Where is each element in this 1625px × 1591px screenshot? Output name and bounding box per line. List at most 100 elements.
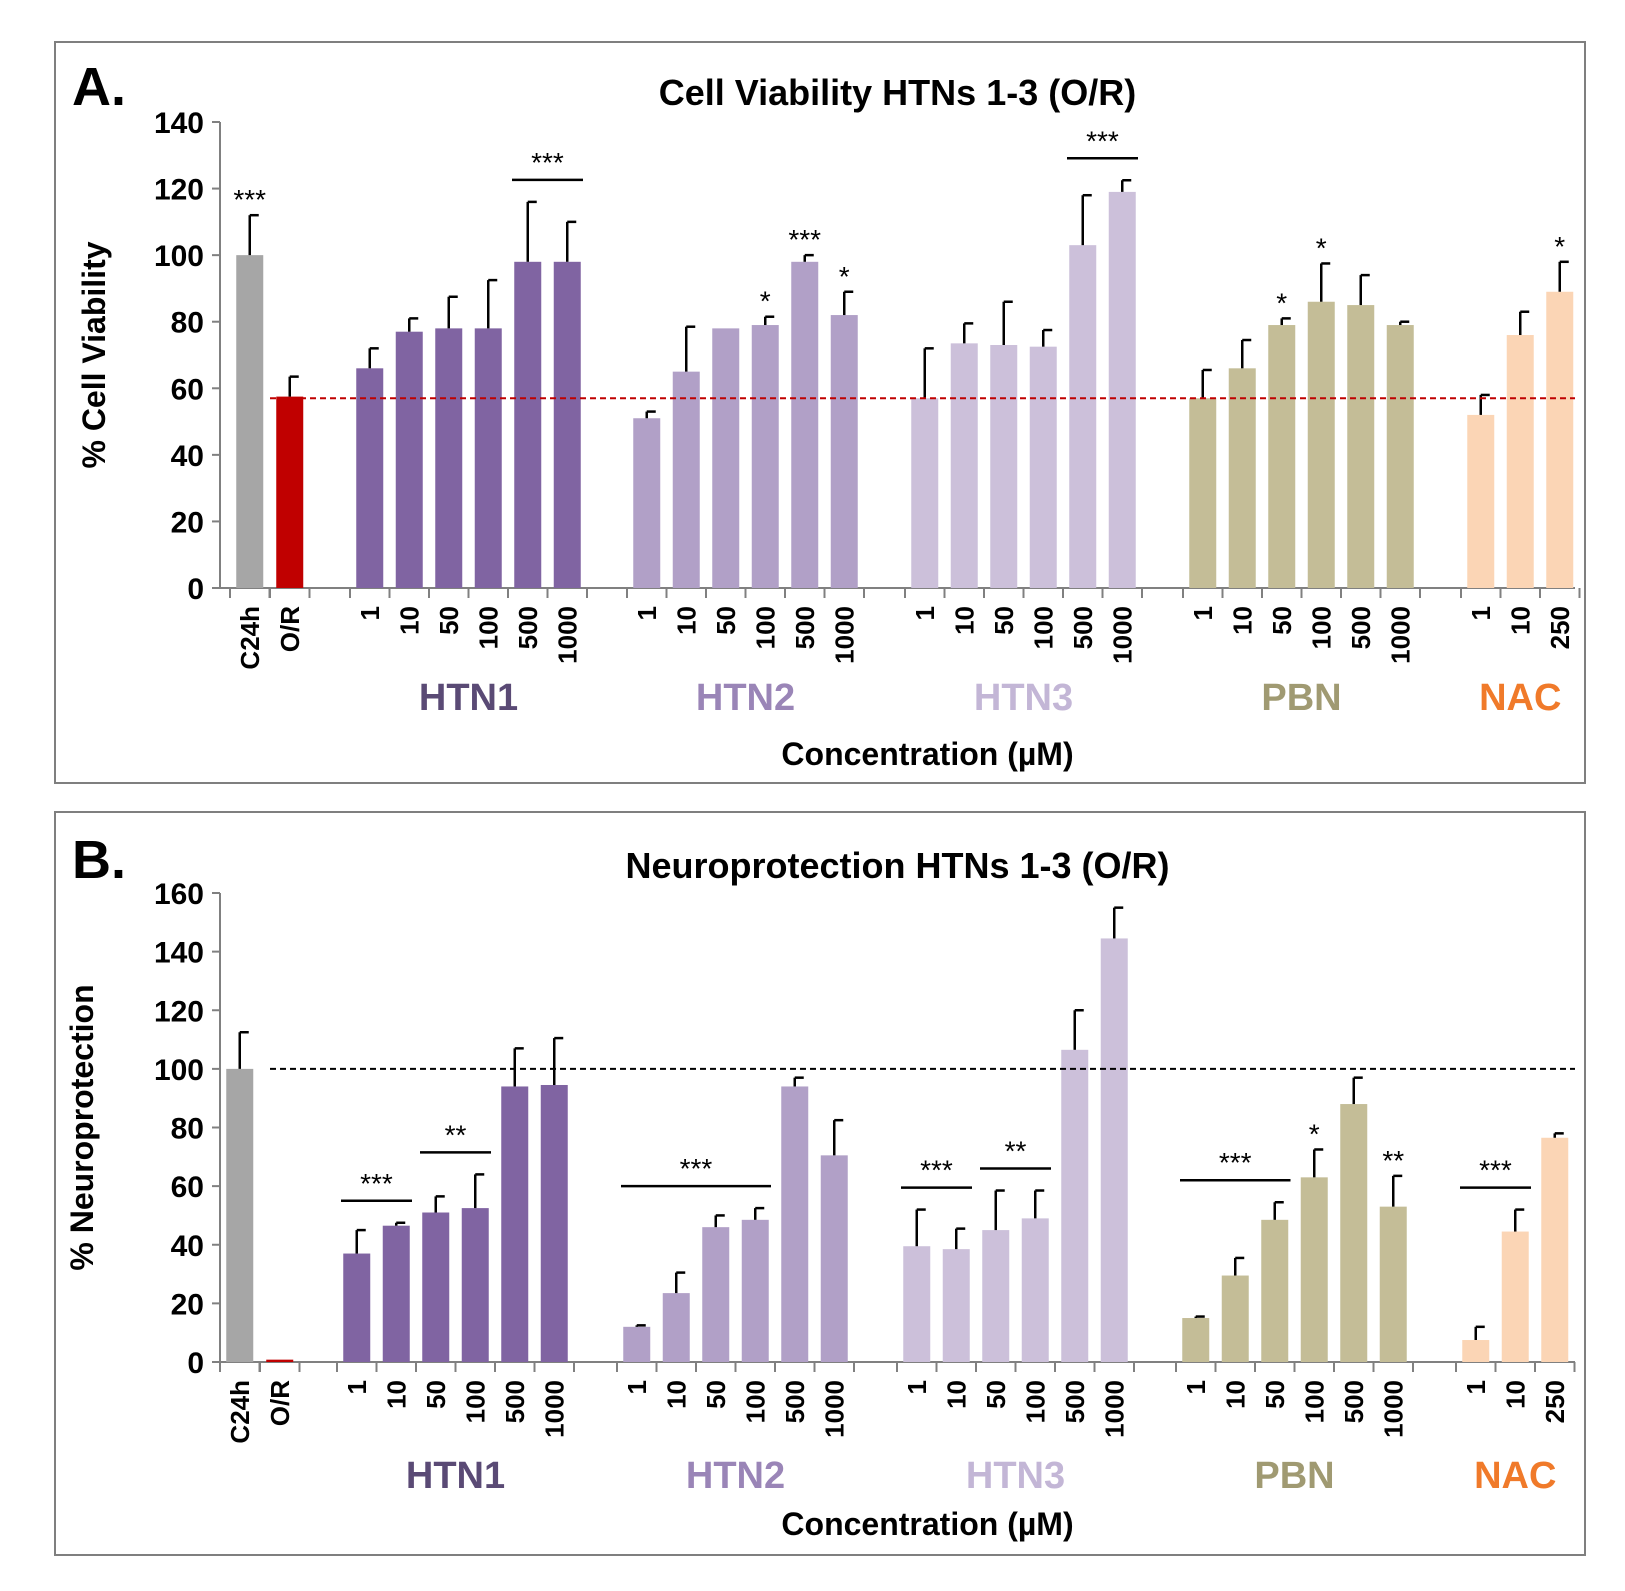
y-tick-label: 80 [171,1113,204,1146]
x-tick-label: 100 [460,1380,490,1423]
bar-htn3-1 [903,1246,931,1362]
x-tick-label: 10 [381,1380,411,1409]
bracket-label: *** [1479,1155,1512,1186]
x-tick-label: 50 [981,1380,1011,1409]
bar-pbn-50 [1261,1219,1289,1362]
x-tick-label: C24h [225,1380,255,1444]
bracket-label: *** [920,1155,953,1186]
x-tick-label: 10 [949,606,979,635]
x-tick-label: 100 [1020,1380,1050,1423]
y-tick-label: 140 [154,937,204,970]
x-tick-label: 50 [711,606,741,635]
x-tick-label: 1000 [1385,606,1415,664]
bar-htn1-10 [382,1225,410,1362]
bar-htn3-100 [1021,1218,1049,1362]
y-tick-label: 100 [154,1054,204,1087]
x-axis-title: Concentration (µM) [781,1506,1073,1542]
x-tick-label: 500 [790,606,820,649]
y-tick-label: 0 [187,573,204,606]
y-tick-label: 60 [171,1171,204,1204]
panel-a: A. Cell Viability HTNs 1-3 (O/R) 0 20 40 60 80… [54,41,1586,784]
bar-pbn-1000 [1386,325,1414,588]
bar-nac-10 [1501,1231,1529,1362]
bar-pbn-1000 [1379,1206,1407,1362]
x-tick-label: 1 [622,1380,652,1394]
x-tick-label: 500 [780,1380,810,1423]
bar-htn2-10 [662,1293,690,1362]
bar-htn1-1000 [540,1084,568,1362]
bar-htn3-50 [990,345,1018,588]
group-label-htn3: HTN3 [966,1455,1065,1497]
bar-htn2-100 [741,1219,769,1362]
x-tick-label: 100 [740,1380,770,1423]
group-label-htn2: HTN2 [686,1455,785,1497]
y-axis-title: % Neuroprotection [64,984,100,1270]
x-tick-label: 1000 [1378,1380,1408,1438]
bar-htn3-1000 [1100,938,1128,1362]
chart-title: Cell Viability HTNs 1-3 (O/R) [659,72,1136,113]
x-tick-label: 10 [941,1380,971,1409]
x-tick-label: 1 [902,1380,932,1394]
significance-label: * [760,286,771,317]
bar-c24h-c24h [236,255,264,588]
bracket-label: *** [680,1153,713,1184]
bracket-label: *** [360,1168,393,1199]
x-tick-label: 100 [750,606,780,649]
bar-htn2-50 [712,328,740,588]
x-tick-label: 500 [1339,1380,1369,1423]
x-tick-label: 250 [1540,1380,1570,1423]
y-tick-label: 160 [154,878,204,911]
group-label-htn1: HTN1 [406,1455,505,1497]
x-tick-label: 500 [513,606,543,649]
y-axis-title: % Cell Viability [76,241,112,468]
group-label-pbn: PBN [1254,1455,1334,1497]
bar-htn2-1000 [820,1155,848,1362]
bracket-label: ** [445,1119,467,1150]
group-label-nac: NAC [1474,1455,1556,1497]
x-tick-label: 50 [989,606,1019,635]
x-tick-label: 50 [421,1380,451,1409]
bar-htn3-1000 [1108,191,1136,588]
bar-pbn-1 [1182,1318,1210,1362]
x-tick-label: 500 [1060,1380,1090,1423]
bracket-label: *** [1086,125,1119,156]
bar-pbn-100 [1307,301,1335,588]
bar-htn2-50 [702,1227,730,1362]
bar-nac-1 [1462,1340,1490,1362]
bar-htn3-1 [911,398,939,588]
x-tick-label: 10 [1220,1380,1250,1409]
bar-pbn-500 [1340,1104,1368,1362]
group-label-htn3: HTN3 [974,677,1073,719]
bar-htn1-1000 [553,261,581,588]
panel-b: B. Neuroprotection HTNs 1-3 (O/R) 0 20 40 60 8… [54,811,1586,1556]
bar-htn1-50 [435,328,463,588]
x-tick-label: O/R [275,606,305,652]
panel-letter: B. [72,830,126,890]
x-tick-label: 1 [1466,606,1496,620]
x-tick-label: 50 [701,1380,731,1409]
significance-label: ** [1382,1145,1404,1176]
x-tick-label: 1000 [539,1380,569,1438]
panel-frame [54,811,1586,1556]
bar-htn2-500 [791,261,819,588]
x-tick-label: 10 [394,606,424,635]
chart-title: Neuroprotection HTNs 1-3 (O/R) [625,845,1169,886]
y-tick-label: 60 [171,373,204,406]
bar-htn3-500 [1069,245,1097,588]
bar-htn1-1 [343,1253,371,1362]
x-tick-label: O/R [265,1380,295,1426]
group-label-pbn: PBN [1261,677,1341,719]
x-tick-label: 100 [1028,606,1058,649]
bar-htn1-100 [461,1208,489,1362]
x-tick-label: 10 [1500,1380,1530,1409]
x-axis-title: Concentration (µM) [781,736,1073,772]
x-tick-label: 1 [355,606,385,620]
x-tick-label: 1000 [829,606,859,664]
bar-htn3-10 [942,1249,970,1362]
x-tick-label: 250 [1545,606,1575,649]
significance-label: * [839,261,850,292]
y-tick-label: 80 [171,307,204,340]
bar-pbn-10 [1221,1275,1249,1362]
x-tick-label: 10 [661,1380,691,1409]
y-tick-label: 100 [154,240,204,273]
